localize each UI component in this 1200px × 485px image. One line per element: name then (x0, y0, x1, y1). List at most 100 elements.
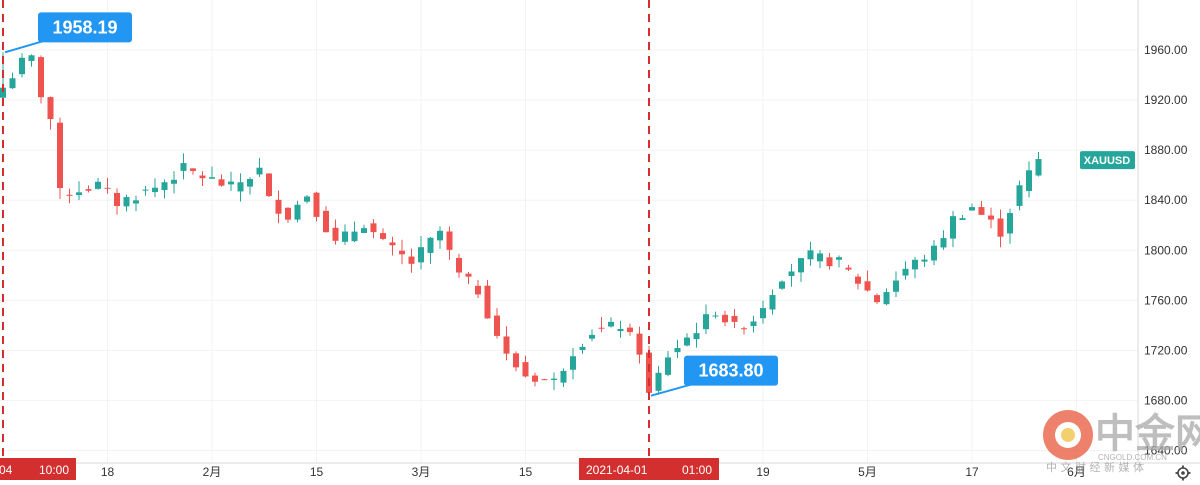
candle-body (503, 336, 510, 354)
candle-body (104, 187, 111, 189)
candle-body (85, 189, 92, 191)
time-tick-label: 17 (965, 465, 979, 479)
candle-body (1035, 159, 1042, 176)
candle-body (437, 230, 443, 241)
candle-body (465, 273, 472, 277)
candle-body (798, 258, 804, 273)
candle-body (247, 178, 253, 187)
time-flag-date: 04 (0, 463, 13, 477)
candle-body (275, 199, 282, 214)
candle-body (836, 257, 842, 260)
price-callout-value: 1958.19 (52, 17, 117, 37)
candle-body (608, 321, 614, 327)
candle-body (0, 87, 6, 98)
price-axis: 1960.00 1920.00 1880.00 1840.00 1800.00 1760.… (1144, 43, 1188, 457)
time-tick-label: 18 (101, 465, 115, 479)
candle-body (560, 370, 567, 383)
candle-body (399, 250, 405, 255)
time-tick-label: 19 (756, 465, 770, 479)
watermark: 中金网 CNGOLD.COM.CN 中 文 财 经 新 媒 体 (1043, 410, 1200, 474)
time-flag-date: 2021-04-01 (586, 463, 648, 477)
candle-body (256, 167, 263, 175)
candle-body (779, 281, 785, 289)
time-tick-label: 15 (519, 465, 533, 479)
time-flag-time: 10:00 (39, 463, 69, 477)
time-tick-label: 5月 (858, 465, 877, 479)
candle-body (959, 218, 966, 221)
candle-body (171, 179, 177, 184)
candle-body (446, 231, 453, 250)
price-tick-label: 1840.00 (1144, 193, 1188, 207)
candle-body (589, 334, 595, 339)
candle-body (1026, 170, 1032, 192)
time-flags: 04 10:00 2021-04-01 01:00 (0, 458, 719, 480)
price-tick-label: 1880.00 (1144, 143, 1188, 157)
candle-body (342, 231, 348, 242)
time-flag (0, 458, 76, 480)
price-tick-label: 1960.00 (1144, 43, 1188, 57)
candle-body (817, 253, 823, 262)
candle-body (978, 207, 985, 215)
candle-body (304, 196, 310, 202)
watermark-domain: CNGOLD.COM.CN (1098, 453, 1167, 462)
time-tick-label: 2月 (203, 465, 222, 479)
candle-body (665, 357, 671, 375)
candle-body (199, 175, 206, 179)
candle-body (332, 227, 339, 241)
callout-pointer (650, 382, 695, 397)
candle-body (57, 122, 63, 189)
candle-body (313, 192, 320, 217)
candle-body (114, 192, 120, 207)
time-flag-time: 01:00 (682, 463, 712, 477)
candle-body (722, 314, 728, 323)
candle-body (788, 271, 795, 276)
candle-body (864, 281, 871, 291)
candle-body (883, 292, 890, 305)
price-callout (38, 12, 132, 43)
time-tick-label: 15 (310, 465, 324, 479)
price-callouts: 1958.19 1683.80 (4, 12, 778, 397)
candle-body (807, 250, 814, 260)
candle-body (655, 372, 662, 391)
callout-pointer (4, 39, 47, 54)
candle-body (38, 57, 44, 98)
candle-body (123, 197, 130, 207)
candle-body (513, 353, 519, 368)
candle-body (703, 314, 709, 330)
price-callout-value: 1683.80 (698, 361, 763, 381)
candle-body (266, 173, 272, 197)
candle-body (380, 233, 386, 239)
candle-body (579, 346, 586, 351)
candle-body (475, 285, 481, 295)
candle-body (370, 223, 377, 233)
candle-body (76, 192, 82, 196)
time-tick-label: 3月 (412, 465, 431, 479)
symbol-tag-label: XAUUSD (1084, 155, 1131, 167)
marker-lines (2, 0, 650, 463)
candle-body (731, 315, 738, 322)
candle-body (646, 352, 652, 393)
candle-body (912, 259, 918, 270)
candle-body (636, 333, 643, 355)
candle-body (47, 97, 54, 120)
candle-body (228, 181, 234, 185)
gridlines (0, 0, 1138, 463)
symbol-tag-box (1080, 151, 1135, 170)
candle-body (285, 207, 291, 220)
candle-body (190, 168, 196, 171)
price-callout (684, 355, 778, 386)
candle-body (427, 237, 434, 253)
gear-icon[interactable] (1175, 465, 1191, 481)
symbol-tag: XAUUSD (1080, 151, 1135, 170)
price-tick-label: 1680.00 (1144, 393, 1188, 407)
candle-body (180, 163, 187, 171)
candle-body (209, 177, 215, 179)
candle-body (921, 259, 928, 262)
candle-body (988, 215, 994, 220)
price-tick-label: 1720.00 (1144, 343, 1188, 357)
candle-body (627, 327, 633, 333)
candle-body (893, 280, 899, 292)
candle-body (95, 181, 101, 189)
